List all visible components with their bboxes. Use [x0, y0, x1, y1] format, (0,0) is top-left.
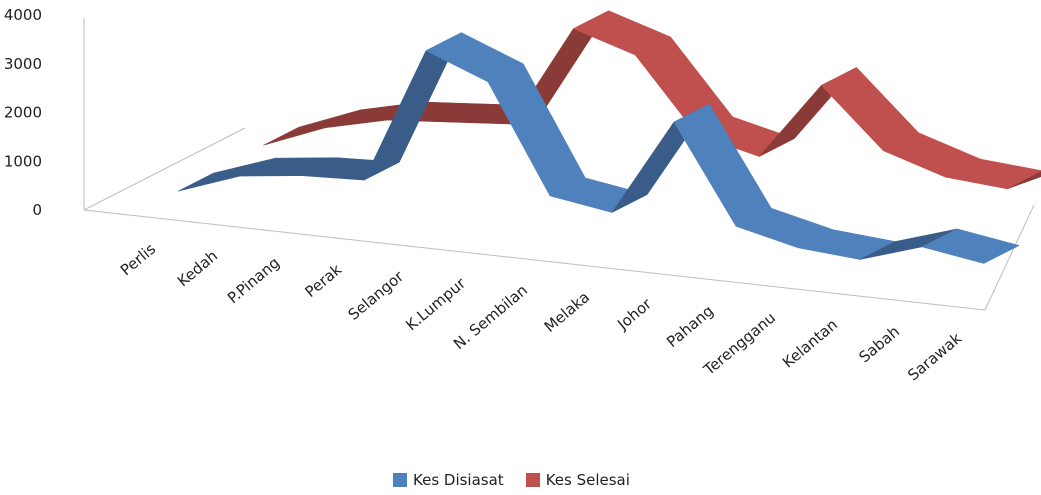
x-tick-label: Sarawak	[904, 329, 965, 384]
plot-area	[177, 10, 1041, 264]
y-axis-ticks: 0 1000 2000 3000 4000	[4, 6, 42, 219]
x-tick-label: P.Pinang	[224, 254, 283, 308]
x-tick-label: Perak	[302, 260, 346, 301]
x-tick-label: Kedah	[174, 247, 221, 291]
y-tick-label: 3000	[4, 55, 42, 73]
x-tick-label: Johor	[613, 294, 655, 334]
series-1-ribbon	[177, 32, 1020, 264]
x-tick-label: Sabah	[855, 322, 903, 366]
x-axis-labels: Perlis Kedah P.Pinang Perak SelangorK.Lumpur…	[117, 240, 965, 385]
legend-item-series-1: Kes Disiasat	[393, 471, 504, 489]
legend-label-series-2: Kes Selesai	[545, 471, 630, 489]
floor-left-edge	[83, 127, 246, 211]
x-tick-label: Selangor	[345, 267, 408, 324]
chart-walls	[83, 18, 1035, 311]
legend-swatch-series-1	[393, 473, 407, 487]
series-2-segment	[944, 158, 1041, 190]
series-1-segment	[921, 228, 1020, 264]
y-tick-label: 1000	[4, 152, 42, 170]
series-2-segment	[1007, 171, 1041, 190]
series-2-segment	[820, 67, 920, 152]
legend-item-series-2: Kes Selesai	[525, 471, 630, 489]
y-tick-label: 0	[32, 201, 42, 219]
floor-front-edge	[83, 209, 986, 311]
x-tick-label: Melaka	[541, 288, 593, 336]
series-2-segment	[263, 109, 361, 146]
series-1-segment	[487, 63, 586, 197]
x-tick-label: K.Lumpur	[402, 274, 469, 335]
x-tick-label: Pahang	[663, 302, 717, 351]
y-tick-label: 2000	[4, 104, 42, 122]
legend-label-series-1: Kes Disiasat	[413, 471, 504, 489]
y-tick-label: 4000	[4, 6, 42, 24]
x-tick-label: Perlis	[117, 240, 159, 280]
x-tick-label: Kelantan	[779, 315, 841, 371]
floor-right-edge	[984, 204, 1035, 311]
legend: Kes Disiasat Kes Selesai	[393, 471, 630, 489]
legend-swatch-series-2	[525, 473, 540, 487]
